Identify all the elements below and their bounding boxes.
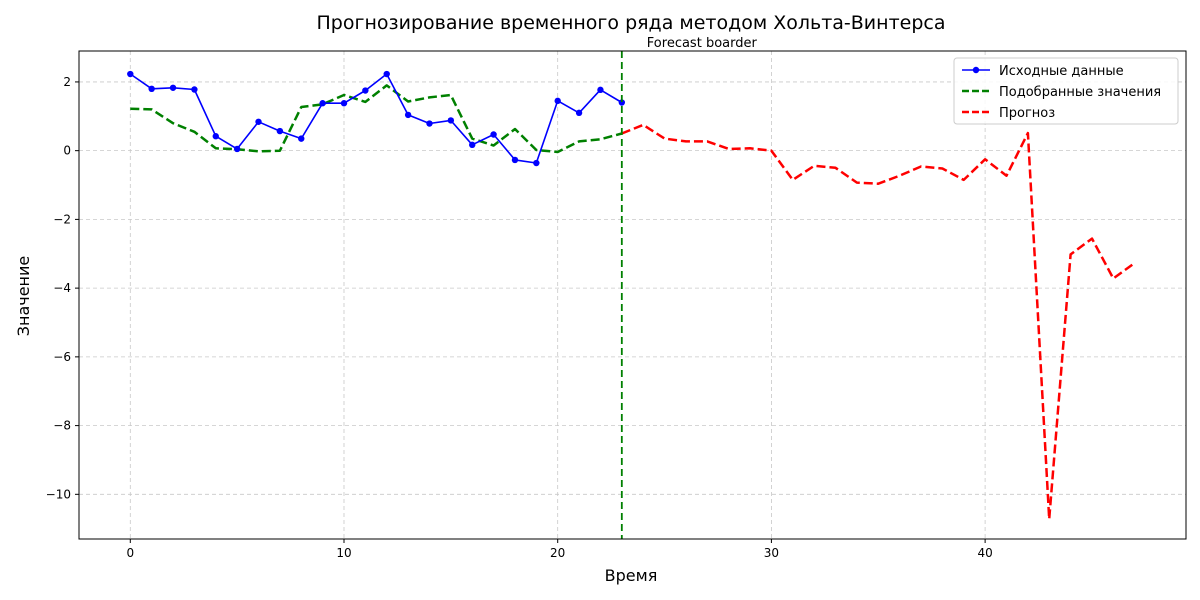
data-point <box>405 112 411 118</box>
data-point <box>191 86 197 92</box>
data-point <box>533 160 539 166</box>
y-tick-label: −4 <box>53 281 71 295</box>
data-point <box>234 146 240 152</box>
data-point <box>319 100 325 106</box>
x-tick-label: 30 <box>764 546 779 560</box>
legend-label: Прогноз <box>999 106 1055 121</box>
data-point <box>341 100 347 106</box>
data-point <box>555 98 561 104</box>
chart-title: Прогнозирование временного ряда методом … <box>317 12 946 34</box>
data-point <box>127 71 133 77</box>
data-point <box>512 157 518 163</box>
legend: Исходные данные Подобранные значения Прогн… <box>954 58 1178 124</box>
data-point <box>490 131 496 137</box>
x-tick-label: 40 <box>977 546 992 560</box>
data-point <box>213 133 219 139</box>
data-point <box>170 85 176 91</box>
data-point <box>576 110 582 116</box>
y-tick-label: −8 <box>53 419 71 433</box>
legend-label: Подобранные значения <box>999 85 1161 100</box>
data-point <box>426 120 432 126</box>
x-tick-label: 0 <box>126 546 134 560</box>
data-point <box>148 86 154 92</box>
x-tick-label: 20 <box>550 546 565 560</box>
legend-label: Исходные данные <box>999 64 1124 79</box>
x-tick-label: 10 <box>336 546 351 560</box>
data-point <box>362 87 368 93</box>
data-point <box>255 119 261 125</box>
y-tick-label: −6 <box>53 350 71 364</box>
legend-marker <box>973 67 979 73</box>
x-axis-label: Время <box>605 566 658 585</box>
data-point <box>448 117 454 123</box>
data-point <box>277 128 283 134</box>
y-tick-label: 0 <box>63 144 71 158</box>
data-point <box>469 142 475 148</box>
forecast-border-label: Forecast boarder <box>647 36 758 51</box>
data-point <box>384 71 390 77</box>
data-point <box>597 87 603 93</box>
y-tick-label: −10 <box>46 487 71 501</box>
y-tick-label: 2 <box>63 75 71 89</box>
data-point <box>298 135 304 141</box>
y-tick-label: −2 <box>53 212 71 226</box>
y-axis-label: Значение <box>14 256 33 337</box>
